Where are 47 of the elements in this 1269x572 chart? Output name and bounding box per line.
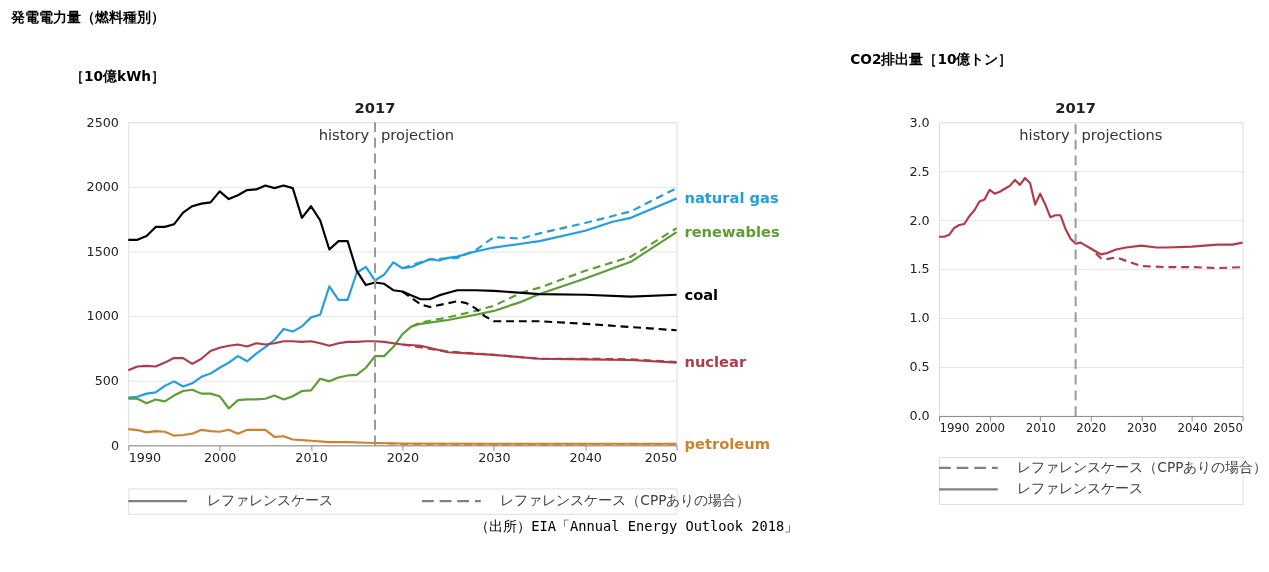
x-tick-label: 2050	[1213, 421, 1244, 436]
x-tick-label: 2050	[644, 450, 678, 466]
y-tick-label: 1500	[86, 243, 119, 259]
x-tick-label: 2040	[1177, 421, 1208, 436]
y-tick-label: 2000	[86, 179, 119, 195]
series-label: nuclear	[684, 353, 747, 371]
legend-label: レファレンスケース（CPPありの場合）	[1017, 458, 1268, 475]
line-series	[127, 230, 678, 410]
x-tick-label: 2000	[203, 450, 237, 466]
chart-title: 発電電力量（燃料種別）	[9, 9, 165, 26]
x-tick-label: 2010	[1025, 421, 1056, 436]
ref-line-label: 2017	[1055, 99, 1097, 117]
y-tick-label: 2.0	[909, 212, 930, 228]
x-tick-label: 2020	[1076, 421, 1107, 436]
x-tick-label: 2040	[569, 450, 602, 466]
y-tick-label: 3.0	[909, 114, 930, 130]
legend-label: レファレンスケース（CPPありの場合）	[500, 492, 751, 509]
x-tick-label: 2030	[1126, 421, 1157, 436]
y-tick-label: 1.5	[909, 261, 930, 277]
x-tick-label: 2010	[295, 450, 328, 466]
series-label: renewables	[684, 222, 780, 240]
annotation: history	[1019, 125, 1071, 143]
series-label: coal	[684, 285, 719, 303]
legend-label: レファレンスケース	[1017, 480, 1144, 497]
y-tick-label: 0.5	[909, 359, 930, 375]
annotation: projections	[1081, 125, 1163, 143]
x-tick-label: 1990	[939, 421, 970, 436]
y-tick-label: 500	[94, 373, 119, 389]
y-tick-label: 0.0	[909, 408, 930, 424]
chart-title: CO2排出量［10億トン］	[850, 51, 1013, 68]
x-tick-label: 2020	[386, 450, 420, 466]
y-tick-label: 1.0	[909, 310, 930, 326]
y-axis-title: ［10億kWh］	[70, 67, 166, 84]
y-tick-label: 1000	[86, 308, 119, 324]
y-tick-label: 2500	[86, 114, 119, 130]
x-tick-label: 2030	[478, 450, 511, 466]
series-label: natural gas	[684, 189, 779, 207]
annotation: history	[318, 125, 370, 143]
y-tick-label: 0	[110, 437, 119, 453]
x-tick-label: 1990	[128, 450, 162, 466]
annotation: projection	[380, 125, 455, 143]
legend-label: レファレンスケース	[206, 492, 333, 509]
y-tick-label: 2.5	[909, 163, 930, 179]
ref-line-label: 2017	[354, 99, 396, 117]
text: （出所）EIA「Annual Energy Outlook 2018」	[475, 518, 799, 534]
x-tick-label: 2000	[975, 421, 1006, 436]
series-label: petroleum	[684, 434, 770, 452]
